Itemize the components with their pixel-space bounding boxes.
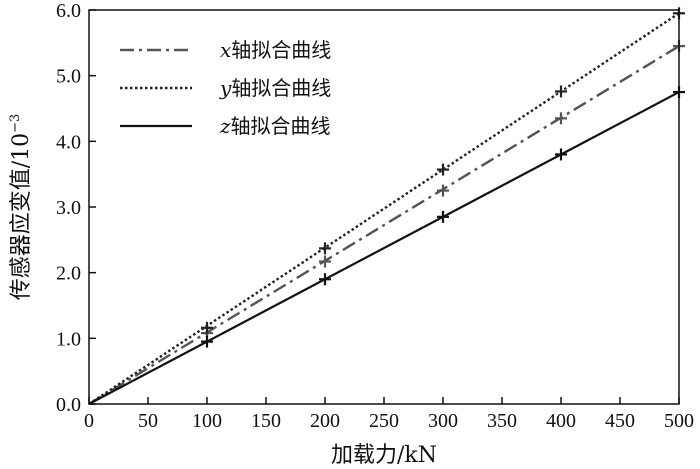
y-axis-title-main: 传感器应变值/ <box>9 160 34 300</box>
y-axis-title: 传感器应变值/10−3 <box>8 114 34 301</box>
x-tick-label: 0 <box>84 410 94 432</box>
legend-z-var: z <box>219 114 231 138</box>
series-x-point <box>319 255 331 268</box>
series-x-point <box>437 184 449 197</box>
legend-x-label: x轴拟合曲线 <box>220 38 331 62</box>
series-x-line <box>88 45 680 406</box>
series-y-point <box>201 321 213 334</box>
legend-y-var: y <box>219 76 232 100</box>
x-tick-label: 350 <box>487 410 517 432</box>
legend-z-suffix: 轴拟合曲线 <box>231 114 331 138</box>
x-tick-label: 150 <box>251 410 281 432</box>
y-axis-title-unit: 10 <box>9 133 34 161</box>
series-y-line <box>88 12 680 406</box>
x-tick-label: 200 <box>310 410 340 432</box>
x-axis-title: 加载力/kN <box>331 443 437 468</box>
series-y-point <box>555 85 567 98</box>
legend-x-suffix: 轴拟合曲线 <box>231 38 331 62</box>
x-tick-label: 50 <box>138 410 158 432</box>
x-tick-label: 500 <box>664 410 694 432</box>
series-z-point <box>555 148 567 161</box>
y-tick-label: 2.0 <box>56 263 81 285</box>
y-tick-label: 4.0 <box>56 131 81 153</box>
y-axis: 0.0 1.0 2.0 3.0 4.0 5.0 6.0 <box>56 0 96 416</box>
x-tick-label: 400 <box>546 410 576 432</box>
legend-x-var: x <box>220 38 231 62</box>
y-tick-label: 6.0 <box>56 0 81 22</box>
legend-z-label: z轴拟合曲线 <box>219 114 331 138</box>
x-tick-label: 300 <box>428 410 458 432</box>
x-tick-label: 100 <box>192 410 222 432</box>
x-axis: 0 50 100 150 200 250 300 350 400 450 500 <box>84 397 694 432</box>
series-y-point <box>319 242 331 255</box>
series-z-point <box>437 210 449 223</box>
legend-y-label: y轴拟合曲线 <box>219 76 331 100</box>
series-z-point <box>201 335 213 348</box>
x-tick-label: 450 <box>605 410 635 432</box>
y-tick-label: 1.0 <box>56 328 81 350</box>
series-x-point <box>555 112 567 125</box>
y-axis-title-exp: −3 <box>8 114 23 133</box>
series-z-line <box>88 91 680 405</box>
x-tick-label: 250 <box>369 410 399 432</box>
plot-marks <box>88 7 685 406</box>
y-tick-label: 5.0 <box>56 66 81 88</box>
series-y-point <box>437 163 449 176</box>
y-tick-label: 3.0 <box>56 197 81 219</box>
y-tick-label: 0.0 <box>56 394 81 416</box>
legend-y-suffix: 轴拟合曲线 <box>231 76 331 100</box>
series-z-point <box>319 273 331 286</box>
